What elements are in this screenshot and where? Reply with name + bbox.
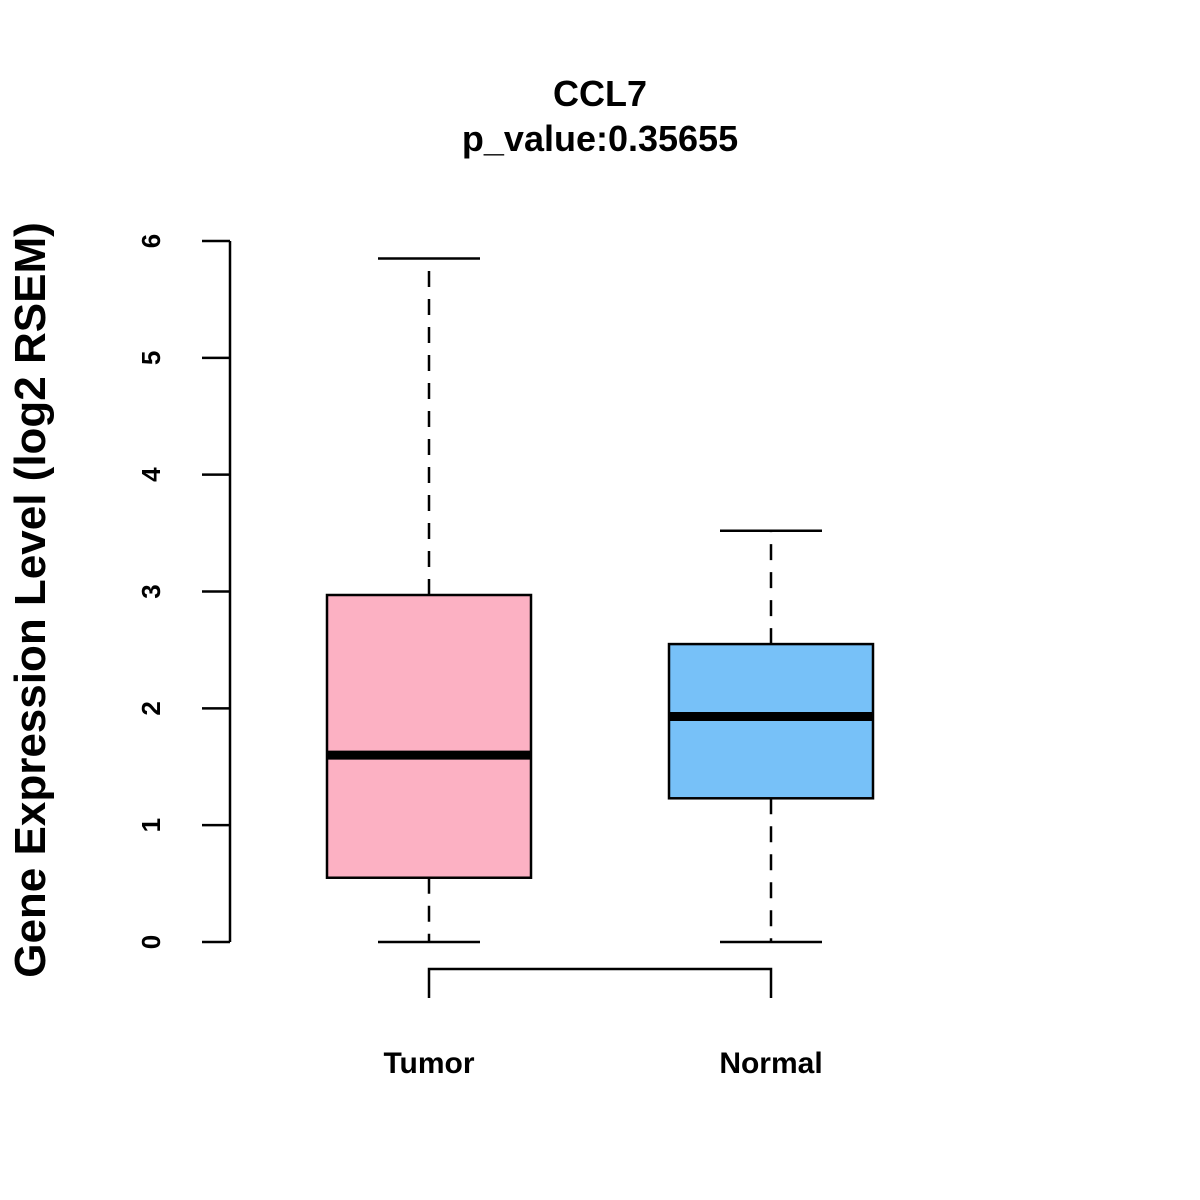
category-label-normal: Normal <box>719 1047 822 1080</box>
y-axis-label: Gene Expression Level (log2 RSEM) <box>6 222 55 978</box>
y-tick-label: 5 <box>136 351 166 365</box>
y-tick-label: 1 <box>136 818 166 832</box>
y-tick-label: 3 <box>136 584 166 598</box>
chart-title: CCL7 <box>553 73 647 114</box>
y-tick-label: 6 <box>136 234 166 248</box>
comparison-bracket <box>427 967 773 998</box>
category-label-tumor: Tumor <box>383 1047 474 1080</box>
y-tick-label: 2 <box>136 701 166 715</box>
chart-subtitle: p_value:0.35655 <box>462 118 738 159</box>
y-tick-label: 4 <box>136 467 166 482</box>
bracket-line <box>427 967 773 998</box>
category-labels: Tumor Normal <box>383 1047 822 1080</box>
box-group <box>325 257 875 944</box>
y-tick-label: 0 <box>136 935 166 949</box>
tumor-box <box>325 593 533 879</box>
y-axis: 0 1 2 3 4 5 6 <box>136 234 232 949</box>
normal-box <box>667 642 875 800</box>
